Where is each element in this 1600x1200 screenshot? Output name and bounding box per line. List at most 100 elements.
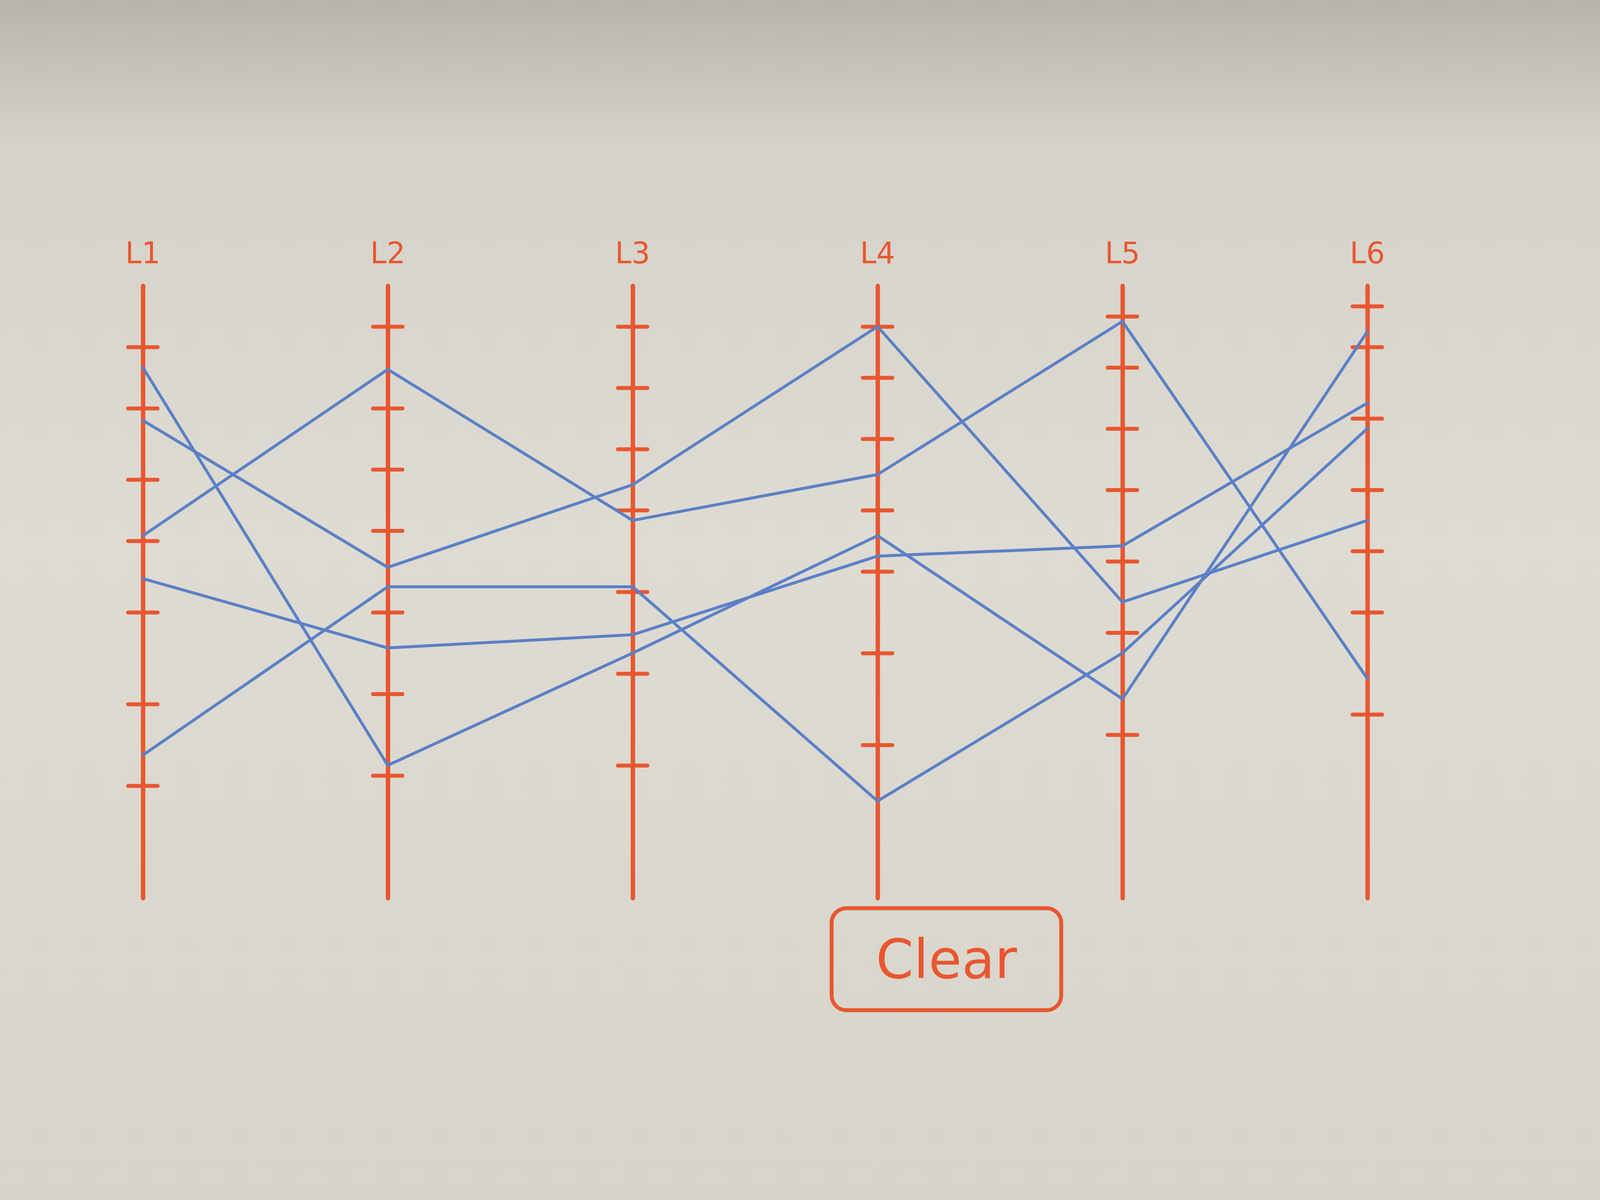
tick-mark [1107,559,1138,564]
tick-mark [127,345,158,350]
axis-title: L2 [370,235,406,271]
tick-mark [862,651,893,656]
canvas: L1 L2 L3 L4 L5 L6 Clear [0,0,1600,1200]
axis [862,285,893,899]
tick-mark [1107,732,1138,737]
axis-line [385,285,391,899]
tick [1107,428,1138,429]
tick-mark [373,610,403,615]
tick [1352,612,1382,613]
tick [618,510,648,511]
button-label[interactable]: Clear [875,927,1018,991]
tick-mark [1107,488,1138,493]
series-line [142,428,1368,801]
tick-mark [1107,630,1138,635]
tick [1107,734,1138,736]
tick [862,438,893,440]
tick-mark [373,467,403,472]
tick [1352,714,1382,715]
tick-mark [373,406,403,411]
tick-mark [127,406,158,411]
tick [618,326,648,327]
plot-area [142,321,1368,801]
tick-mark [862,375,893,380]
tick [862,377,893,378]
tick [1107,489,1138,491]
tick-mark [373,692,403,697]
tick [862,652,893,654]
tick [1352,550,1382,552]
tick-mark [862,743,893,748]
tick [862,571,893,573]
axis [127,285,158,899]
tick-mark [618,508,648,513]
tick-mark [618,763,648,768]
tick-mark [1352,488,1382,493]
axis [618,285,648,899]
tick-mark [1107,365,1138,370]
tick-mark [1107,314,1138,319]
button-frame[interactable] [831,908,1062,1011]
tick [127,703,158,705]
tick [127,785,158,787]
tick-mark [127,477,158,482]
tick [373,694,403,695]
tick-mark [1352,549,1382,554]
tick [127,347,158,348]
axis-line [1365,285,1370,899]
tick-mark [618,325,648,329]
tick [1107,561,1138,562]
tick-mark [1352,712,1382,717]
tick-mark [862,437,893,442]
tick-mark [618,671,648,676]
tick [127,540,158,542]
axis-title: L4 [859,235,896,271]
tick-mark [373,774,403,778]
series-line [142,331,1368,766]
tick-mark [127,610,158,615]
axis-title: L6 [1350,235,1386,271]
tick [373,612,403,613]
tick [618,673,648,675]
tick [1107,632,1138,634]
tick-mark [127,539,158,544]
tick [373,408,403,409]
tick [373,326,403,327]
tick-mark [127,702,158,707]
tick [127,408,158,409]
tick [618,765,648,766]
tick [1352,489,1382,491]
tick-mark [1352,610,1382,615]
tick [373,530,403,531]
tick-mark [618,386,648,391]
tick-mark [862,508,893,513]
tick [127,612,158,613]
tick [1107,316,1138,317]
tick [373,775,403,776]
tick [862,745,893,746]
series-line [142,326,1368,602]
tick [373,469,403,471]
tick [618,449,648,450]
tick-mark [127,783,158,788]
tick-mark [1352,416,1382,421]
series-line [142,321,1368,679]
tick-mark [1352,304,1382,309]
tick [1107,367,1138,368]
clear-button[interactable]: Clear [831,908,1062,1011]
axis-title: L3 [615,235,651,271]
tick [127,479,158,480]
tick [618,591,648,593]
series-line [142,402,1368,649]
tick-mark [373,528,403,533]
axis-title: L1 [125,235,161,271]
axis-line [140,285,146,899]
axis-title: L5 [1104,235,1141,271]
tick-mark [618,590,648,595]
tick-mark [1107,426,1138,431]
tick-mark [373,325,403,329]
axis-line [1120,285,1125,899]
tick [1352,418,1382,419]
tick-mark [862,569,893,574]
tick [1352,305,1382,307]
